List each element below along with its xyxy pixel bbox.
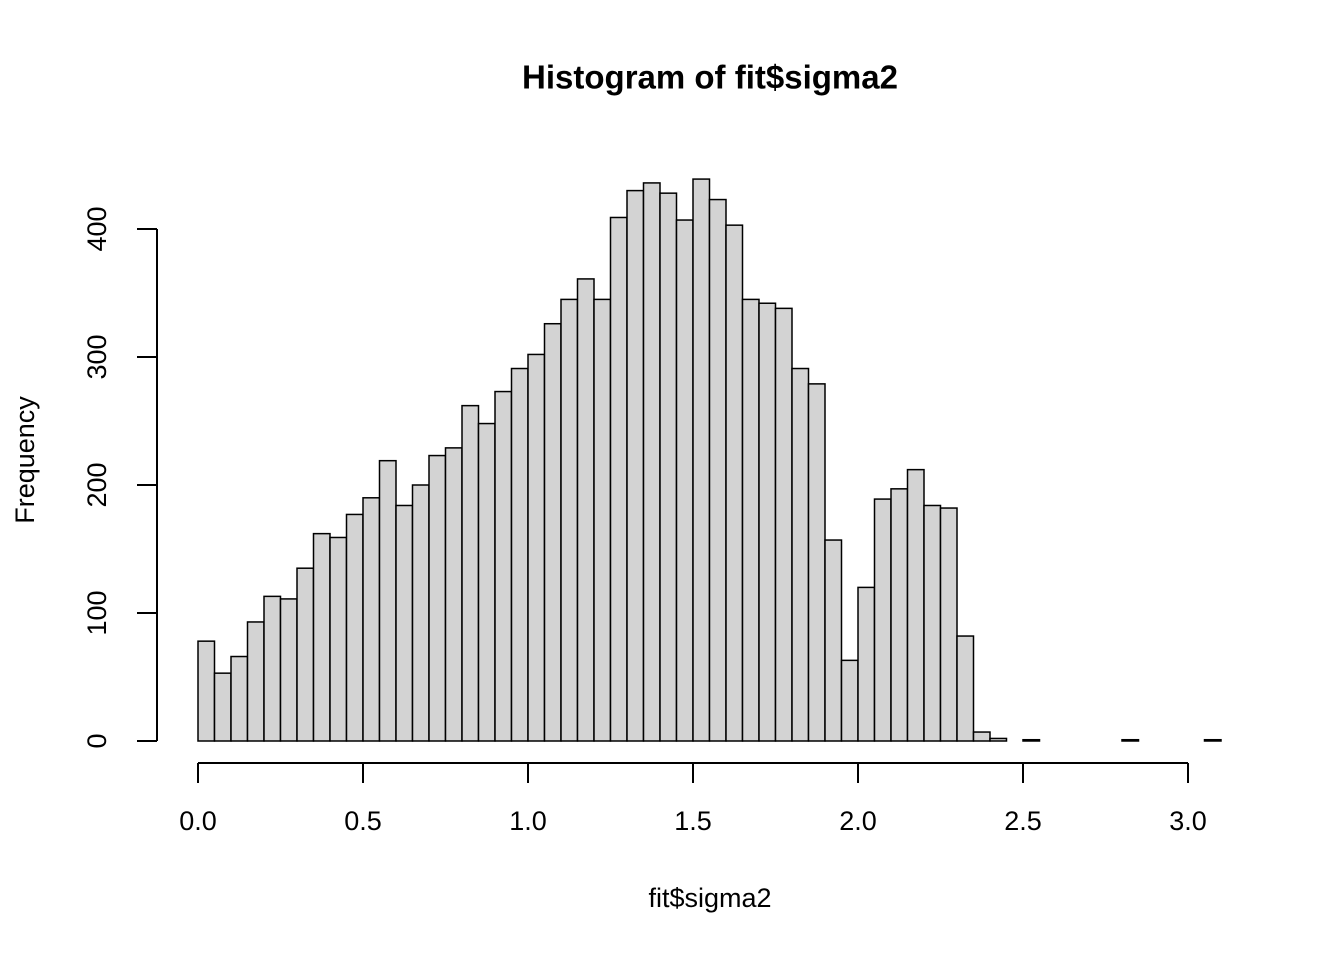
bar xyxy=(395,504,414,742)
bar xyxy=(923,504,942,742)
bar xyxy=(956,635,975,742)
bar xyxy=(642,182,661,742)
bar xyxy=(1121,738,1140,742)
bar xyxy=(527,353,546,742)
bar xyxy=(230,655,249,742)
y-tick-label: 0 xyxy=(82,733,112,748)
y-tick-label: 200 xyxy=(82,462,112,507)
bar xyxy=(857,586,876,742)
bar xyxy=(312,532,331,742)
bar xyxy=(972,731,991,742)
bar xyxy=(411,484,430,742)
bar xyxy=(890,488,909,742)
bar xyxy=(197,640,216,742)
bar xyxy=(362,497,381,742)
bar xyxy=(692,178,711,742)
bar xyxy=(741,298,760,742)
x-tick-label: 3.0 xyxy=(1169,806,1207,836)
bar xyxy=(989,737,1008,742)
bar xyxy=(444,447,463,742)
bar xyxy=(758,302,777,742)
bar xyxy=(345,513,364,742)
x-axis-label: fit$sigma2 xyxy=(648,883,771,913)
bar xyxy=(725,224,744,742)
bar xyxy=(1203,738,1222,742)
bar xyxy=(543,322,562,742)
x-tick-label: 0.0 xyxy=(179,806,217,836)
bar xyxy=(708,198,727,742)
bar xyxy=(774,307,793,742)
x-tick-label: 1.5 xyxy=(674,806,712,836)
bar xyxy=(329,536,348,742)
bar xyxy=(939,507,958,742)
y-axis-label: Frequency xyxy=(10,396,40,524)
bar xyxy=(378,459,397,742)
bar xyxy=(213,672,232,742)
y-tick-label: 400 xyxy=(82,206,112,251)
bar xyxy=(510,367,529,742)
bar xyxy=(626,189,645,742)
bar xyxy=(840,659,859,742)
x-tick-label: 2.5 xyxy=(1004,806,1042,836)
bar xyxy=(494,390,513,742)
bar xyxy=(906,468,925,742)
bar xyxy=(593,298,612,742)
bar xyxy=(477,422,496,742)
bar xyxy=(791,367,810,742)
bar xyxy=(461,404,480,742)
bar xyxy=(675,219,694,742)
x-tick-label: 2.0 xyxy=(839,806,877,836)
bar xyxy=(263,595,282,742)
bar xyxy=(246,621,265,742)
bar xyxy=(609,216,628,742)
y-tick-label: 300 xyxy=(82,334,112,379)
bar xyxy=(279,598,298,742)
x-tick-label: 0.5 xyxy=(344,806,382,836)
chart-title: Histogram of fit$sigma2 xyxy=(522,59,898,96)
bar xyxy=(560,298,579,742)
bar xyxy=(824,539,843,742)
bar xyxy=(296,567,315,742)
bar xyxy=(807,383,826,742)
bar xyxy=(1022,738,1041,742)
bar xyxy=(659,192,678,742)
x-tick-label: 1.0 xyxy=(509,806,547,836)
bar xyxy=(873,498,892,742)
y-tick-label: 100 xyxy=(82,590,112,635)
bar xyxy=(428,454,447,742)
bar xyxy=(576,278,595,742)
